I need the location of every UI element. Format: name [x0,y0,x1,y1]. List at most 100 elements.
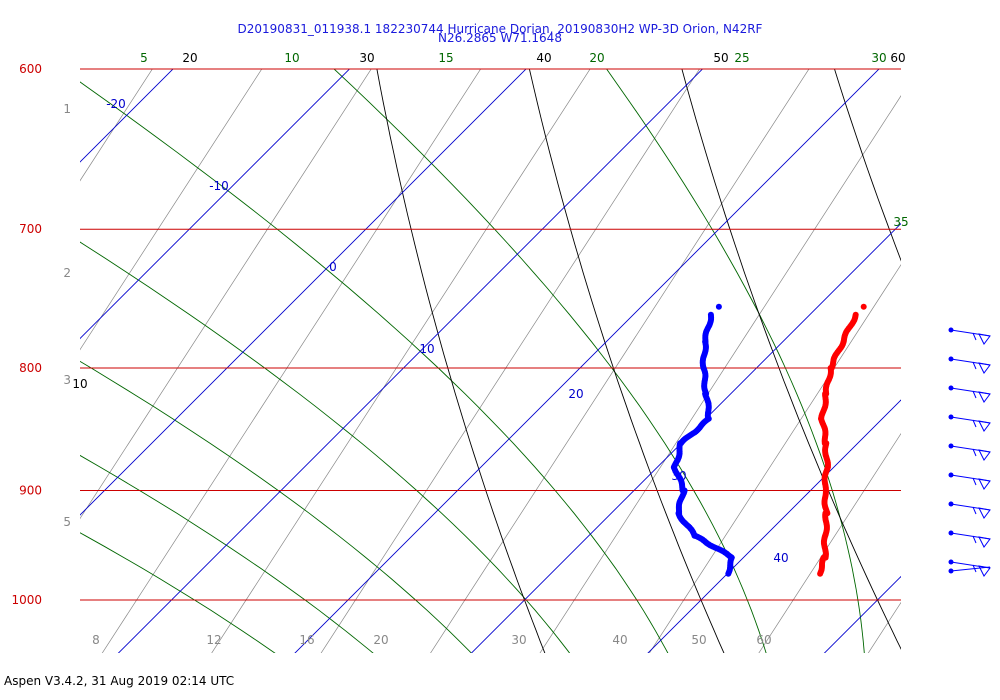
mixing-ratio-line [758,432,901,653]
pressure-label: 900 [19,483,42,497]
moist-adiabats [80,69,865,653]
moist-adiabat-line [80,360,472,653]
moist-adiabat-line [333,69,767,653]
wind-barb [948,443,991,461]
wind-barb-flag [978,362,991,374]
mixing-ratio-label: 16 [299,633,314,647]
moist-adiabat-label: 5 [140,51,148,65]
wind-barb [948,356,991,374]
height-km-label: 1 [63,102,71,116]
wind-barb-flag [978,420,991,432]
wind-barb [948,327,991,345]
pressure-label: 700 [19,222,42,236]
wind-barb [948,414,991,432]
moist-adiabat-line [606,69,865,653]
axis-labels: 60070080090010001235-20-1001020304010203… [11,51,908,647]
mixing-ratio-line [80,69,263,351]
moist-adiabat-label: 25 [734,51,749,65]
dry-adiabat-line [528,69,725,653]
moist-adiabat-line [80,532,276,653]
wind-barb [948,501,991,519]
mixing-ratio-line [649,264,901,653]
dry-adiabats [376,0,1000,699]
wind-barb-flag [978,478,991,490]
dry-adiabat-label: 30 [359,51,374,65]
mixing-ratio-line [539,95,901,653]
isotherm-line [80,69,351,340]
isotherm-label: 40 [773,551,788,565]
mixing-ratio-line [320,69,700,653]
pressure-label: 800 [19,361,42,375]
moist-adiabat-line [80,454,374,653]
moist-adiabat-line [80,241,571,653]
mixing-ratio-line [80,69,372,520]
dry-adiabat-label: 50 [713,51,728,65]
chart-title: D20190831_011938.1 182230744 Hurricane D… [237,22,763,36]
isotherm-line [80,69,174,163]
mixing-ratio-line [430,69,810,653]
isotherm-label: 20 [568,387,583,401]
dry-adiabat-label: 60 [890,51,905,65]
wind-barb-tick [972,390,977,399]
wind-barb [948,530,991,548]
mixing-ratio-label: 30 [511,633,526,647]
mixing-ratio-line [211,69,591,653]
mixing-ratio-label: 50 [691,633,706,647]
mixing-ratio-label: 60 [756,633,771,647]
moist-adiabat-label: 35 [893,215,908,229]
moist-adiabat-label: 20 [589,51,604,65]
moist-adiabat-line [80,81,669,653]
isotherm-label: -20 [106,97,126,111]
pressure-label: 600 [19,62,42,76]
mixing-ratio-label: 12 [206,633,221,647]
wind-barb-flag [978,449,991,461]
wind-barb-tick [972,419,977,428]
profile-dot [817,570,824,577]
wind-barb-tick [972,448,977,457]
isotherm-label: -10 [209,179,229,193]
wind-barb-tick [972,506,977,515]
pressure-label: 1000 [11,593,42,607]
wind-barb-tick [972,332,977,341]
height-km-label: 5 [63,515,71,529]
wind-barb [948,472,991,490]
temperature-profile [817,303,867,577]
isotherm-label: 0 [329,260,337,274]
mixing-ratio-line [80,69,153,182]
isotherm-line [823,575,901,653]
dry-adiabat-line [963,0,1000,699]
wind-barb-flag [978,565,991,577]
height-km-label: 2 [63,266,71,280]
dry-adiabat-label: 20 [182,51,197,65]
wind-barb-tick [972,535,977,544]
wind-barb-shaft [950,566,991,572]
sounding-profiles [670,303,867,577]
isotherm-line [647,399,901,653]
wind-barb-flag [978,333,991,345]
dewpoint-profile [670,303,735,577]
isotherm-line [80,69,527,516]
dry-adiabat-label: 40 [536,51,551,65]
wind-barb-tick [972,361,977,370]
profile-top-marker [860,303,867,310]
profile-dot [725,570,732,577]
mixing-ratio-label: 20 [373,633,388,647]
wind-barb-flag [978,507,991,519]
mixing-ratio-line [867,601,901,653]
wind-barb-flag [978,391,991,403]
wind-barb-tick [972,477,977,486]
chart-subtitle: N26.2865 W71.1648 [438,31,562,45]
dry-adiabat-line [834,69,901,262]
isobars [80,68,901,601]
dry-adiabat-line [376,69,546,653]
isotherm-line [955,0,1000,699]
isotherm-line [294,69,880,653]
profile-top-marker [715,303,722,310]
mixing-ratio-label: 8 [92,633,100,647]
wind-barbs [948,327,991,577]
isotherm-line [470,222,901,653]
mixing-ratio-line [101,69,482,653]
